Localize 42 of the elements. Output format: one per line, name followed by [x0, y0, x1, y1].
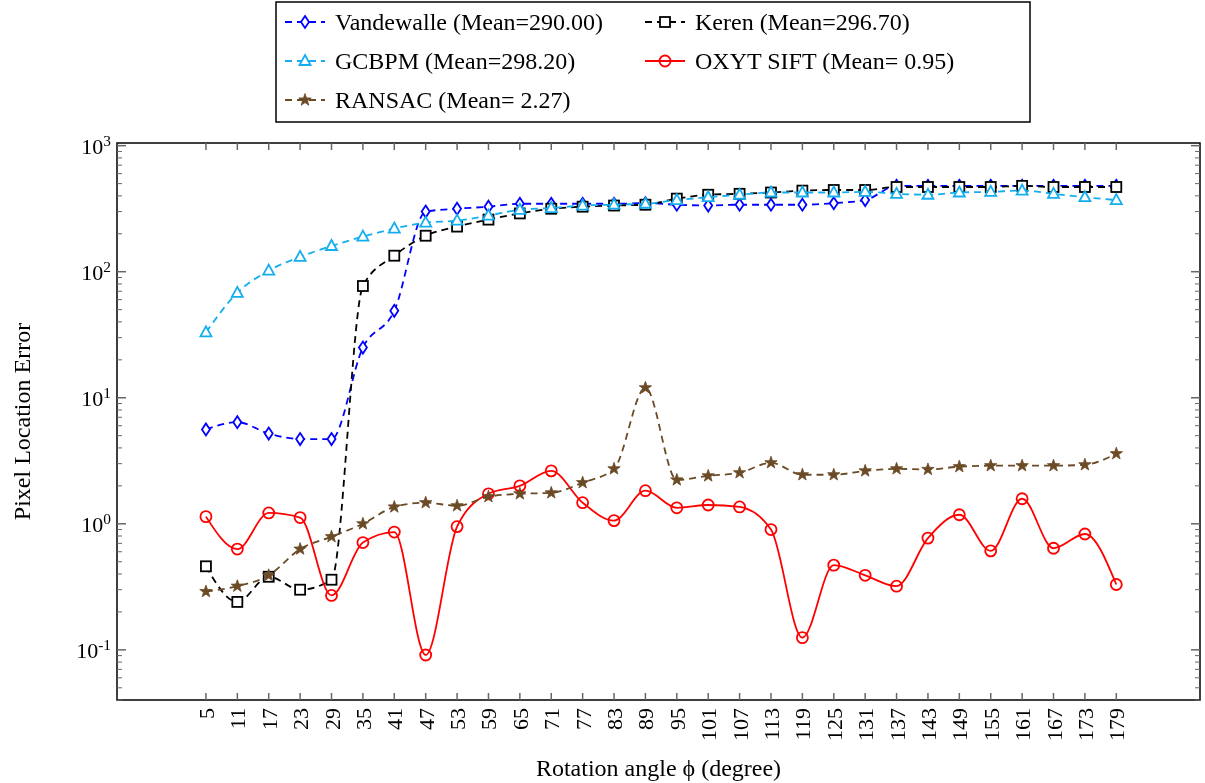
- x-tick-label: 131: [853, 708, 879, 741]
- legend-label: RANSAC (Mean= 2.27): [335, 87, 571, 113]
- x-tick-label: 95: [664, 708, 690, 730]
- x-tick-label: 47: [413, 708, 439, 730]
- x-tick-label: 119: [790, 708, 816, 741]
- x-tick-label: 155: [978, 708, 1004, 741]
- y-tick-label: 10$^{1}$: [81, 383, 111, 411]
- y-tick-label: 10$^{0}$: [81, 509, 112, 537]
- x-tick-label: 53: [445, 708, 471, 730]
- x-tick-label: 71: [539, 708, 565, 730]
- x-tick-label: 161: [1010, 708, 1036, 741]
- y-tick-label: 10$^{2}$: [81, 257, 111, 285]
- x-tick-label: 89: [633, 708, 659, 730]
- legend-label: Vandewalle (Mean=290.00): [335, 9, 604, 35]
- x-tick-label: 113: [758, 708, 784, 741]
- x-tick-label: 101: [696, 708, 722, 741]
- x-tick-label: 149: [947, 708, 973, 741]
- x-tick-label: 173: [1072, 708, 1098, 741]
- y-axis-title: Pixel Location Error: [9, 322, 35, 521]
- x-tick-label: 83: [602, 708, 628, 730]
- x-tick-label: 65: [507, 708, 533, 730]
- x-tick-label: 17: [256, 708, 282, 730]
- x-tick-label: 179: [1104, 708, 1130, 741]
- x-tick-label: 107: [727, 708, 753, 741]
- x-tick-label: 137: [884, 708, 910, 741]
- x-tick-label: 167: [1041, 708, 1067, 741]
- x-tick-label: 41: [382, 708, 408, 730]
- legend-label: GCBPM (Mean=298.20): [335, 48, 576, 74]
- x-tick-label: 59: [476, 708, 502, 730]
- x-axis-title: Rotation angle ϕ (degree): [535, 755, 782, 781]
- x-tick-label: 143: [915, 708, 941, 741]
- x-tick-label: 29: [319, 708, 345, 730]
- x-tick-label: 35: [350, 708, 376, 730]
- x-tick-label: 5: [193, 708, 219, 719]
- x-tick-label: 77: [570, 708, 596, 730]
- legend-label: Keren (Mean=296.70): [695, 9, 910, 35]
- x-tick-label: 11: [225, 708, 251, 730]
- x-tick-label: 23: [288, 708, 314, 730]
- x-tick-label: 125: [821, 708, 847, 741]
- y-tick-label: 10$^{-1}$: [76, 635, 111, 663]
- legend-label: OXYT SIFT (Mean= 0.95): [695, 48, 955, 74]
- y-tick-label: 10$^{3}$: [81, 131, 112, 159]
